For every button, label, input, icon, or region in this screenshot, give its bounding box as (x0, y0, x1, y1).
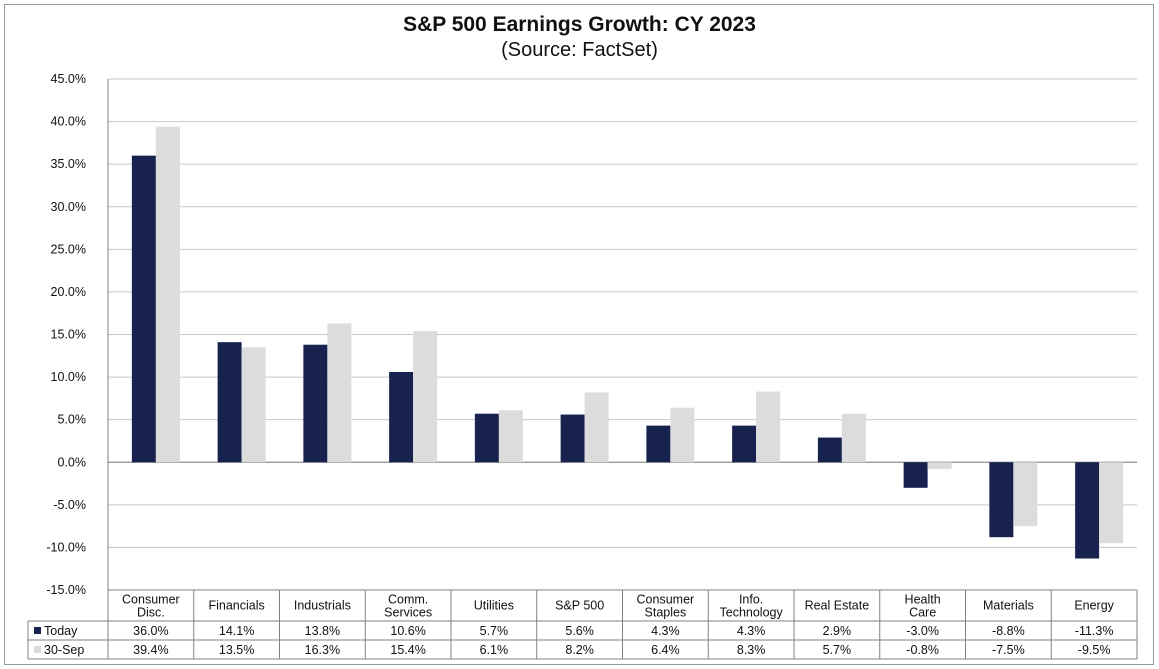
category-label: Materials (983, 599, 1034, 613)
legend-label: Today (44, 624, 78, 638)
data-label: 8.3% (737, 643, 766, 657)
bar-today-2 (303, 344, 328, 463)
bar-today-0 (131, 155, 156, 463)
bar-30sep-3 (413, 331, 438, 463)
data-label: 13.8% (305, 624, 340, 638)
y-tick-label: 5.0% (58, 413, 87, 427)
data-label: 4.3% (651, 624, 680, 638)
bar-30sep-0 (155, 126, 180, 463)
data-label: 14.1% (219, 624, 254, 638)
bar-today-10 (989, 462, 1014, 538)
bar-30sep-2 (327, 323, 352, 463)
data-label: 39.4% (133, 643, 168, 657)
data-label: 13.5% (219, 643, 254, 657)
category-label: Comm. (388, 593, 428, 607)
bar-today-4 (474, 413, 499, 463)
bar-today-6 (646, 425, 671, 463)
bar-30sep-11 (1099, 462, 1124, 544)
chart-subtitle: (Source: FactSet) (501, 39, 658, 61)
data-label: -11.3% (1075, 624, 1114, 638)
category-label: Care (909, 606, 936, 620)
bar-today-3 (389, 371, 414, 463)
category-label: Energy (1074, 599, 1114, 613)
data-label: 5.7% (823, 643, 852, 657)
data-label: -8.8% (992, 624, 1025, 638)
category-label: Info. (739, 593, 763, 607)
y-tick-label: 15.0% (51, 328, 86, 342)
data-label: 5.7% (480, 624, 509, 638)
data-label: 10.6% (390, 624, 425, 638)
y-tick-label: 35.0% (51, 157, 86, 171)
category-label: Real Estate (805, 599, 870, 613)
data-label: 15.4% (390, 643, 425, 657)
category-label: S&P 500 (555, 599, 604, 613)
bar-today-8 (817, 437, 842, 463)
bar-30sep-1 (241, 347, 266, 463)
legend-label: 30-Sep (44, 643, 84, 657)
bar-today-1 (217, 342, 242, 463)
bar-30sep-10 (1013, 462, 1038, 527)
data-label: 5.6% (565, 624, 594, 638)
bar-30sep-9 (927, 462, 952, 470)
y-tick-label: 45.0% (51, 72, 86, 86)
data-label: 6.4% (651, 643, 680, 657)
y-tick-label: 20.0% (51, 285, 86, 299)
legend-key-30sep (34, 646, 41, 653)
data-label: -9.5% (1078, 643, 1111, 657)
data-label: -3.0% (906, 624, 939, 638)
bar-30sep-5 (584, 392, 609, 463)
bar-today-9 (903, 462, 928, 488)
category-label: Health (905, 593, 941, 607)
y-tick-label: 10.0% (51, 370, 86, 384)
y-tick-label: -5.0% (53, 498, 86, 512)
bar-30sep-4 (498, 410, 523, 463)
y-tick-label: -10.0% (46, 540, 86, 554)
gridlines (107, 78, 1137, 590)
category-label: Financials (208, 599, 264, 613)
category-label: Consumer (637, 593, 695, 607)
data-label: 2.9% (823, 624, 852, 638)
chart-title: S&P 500 Earnings Growth: CY 2023 (403, 13, 756, 36)
y-tick-label: 40.0% (51, 115, 86, 129)
bar-today-7 (732, 425, 757, 463)
data-label: 36.0% (133, 624, 168, 638)
bars (131, 126, 1124, 559)
category-label: Industrials (294, 599, 351, 613)
bar-30sep-8 (841, 413, 866, 463)
category-label: Disc. (137, 606, 165, 620)
data-label: 4.3% (737, 624, 766, 638)
y-tick-label: -15.0% (46, 583, 86, 597)
y-tick-label: 0.0% (58, 455, 87, 469)
y-axis-ticks: 45.0% 40.0% 35.0% 30.0% 25.0% 20.0% 15.0% 10.0%… (46, 72, 86, 597)
category-label: Staples (645, 606, 687, 620)
bar-30sep-6 (670, 407, 695, 463)
category-label: Consumer (122, 593, 180, 607)
bar-today-11 (1075, 462, 1100, 559)
bar-30sep-7 (756, 391, 781, 463)
category-label: Technology (720, 606, 784, 620)
data-label: 8.2% (565, 643, 594, 657)
category-label: Services (384, 606, 432, 620)
data-label: 16.3% (305, 643, 340, 657)
data-label: -7.5% (992, 643, 1025, 657)
category-label: Utilities (474, 599, 514, 613)
y-tick-label: 25.0% (51, 242, 86, 256)
y-tick-label: 30.0% (51, 200, 86, 214)
data-label: -0.8% (906, 643, 939, 657)
legend-key-today (34, 627, 41, 634)
data-label: 6.1% (480, 643, 509, 657)
bar-today-5 (560, 414, 585, 463)
